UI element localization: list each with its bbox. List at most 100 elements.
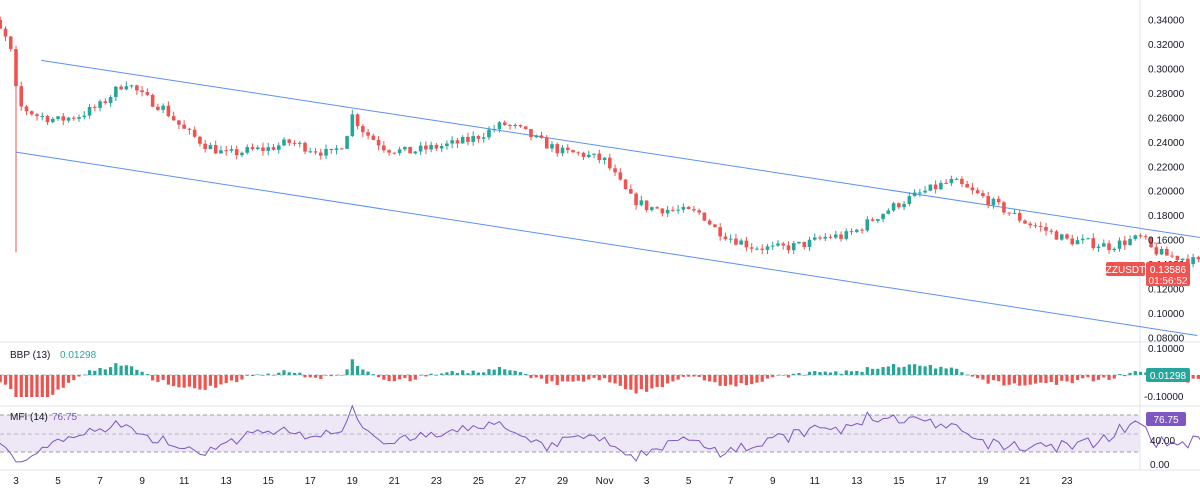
bbp-bar bbox=[949, 367, 953, 375]
bbp-bar bbox=[718, 375, 722, 386]
bbp-bar bbox=[324, 375, 328, 376]
candle-body bbox=[539, 135, 544, 138]
bbp-bar bbox=[1044, 375, 1048, 384]
bbp-bar bbox=[681, 375, 685, 377]
bbp-bar bbox=[928, 364, 932, 375]
bbp-bar bbox=[1039, 375, 1043, 383]
candle-body bbox=[8, 36, 13, 50]
candle-body bbox=[1038, 226, 1043, 228]
bbp-bar bbox=[823, 371, 827, 375]
candle-body bbox=[376, 139, 381, 146]
bbp-bar bbox=[51, 375, 55, 395]
bbp-tick-bottom: -0.10000 bbox=[1144, 392, 1184, 403]
candle-body bbox=[187, 128, 192, 130]
candlestick-series[interactable] bbox=[0, 0, 1200, 303]
bbp-bar bbox=[865, 367, 869, 375]
candle-body bbox=[1191, 257, 1195, 265]
candle-body bbox=[334, 148, 339, 151]
candle-body bbox=[56, 116, 60, 119]
bbp-bar bbox=[424, 375, 428, 377]
candle-body bbox=[949, 179, 954, 184]
bbp-bar bbox=[744, 375, 749, 386]
candle-body bbox=[1138, 235, 1143, 237]
bbp-bar bbox=[250, 375, 255, 376]
candle-body bbox=[918, 192, 922, 194]
candle-body bbox=[823, 236, 828, 239]
price-tick: 0.24000 bbox=[1148, 138, 1185, 149]
bbp-bar bbox=[61, 375, 65, 388]
candle-body bbox=[1044, 227, 1048, 231]
candle-body bbox=[996, 198, 1001, 203]
candle-body bbox=[429, 144, 433, 150]
bbp-bar bbox=[182, 375, 186, 388]
candle-body bbox=[1086, 238, 1090, 240]
bbp-bar bbox=[650, 375, 654, 389]
bbp-bar bbox=[166, 375, 170, 385]
candle-body bbox=[508, 124, 512, 126]
bbp-bar bbox=[445, 372, 449, 375]
time-axis[interactable]: 3 5 7 9 11 13 15 17 19 21 23 25 27 29 Nov 3 5 7 9 11 13 15 17 1… bbox=[13, 476, 1073, 487]
bbp-bar bbox=[834, 371, 838, 375]
candle-body bbox=[50, 118, 55, 123]
candle-body bbox=[644, 200, 649, 211]
bbp-bar bbox=[913, 364, 917, 375]
bbp-bar bbox=[398, 375, 402, 380]
bbp-bar bbox=[282, 370, 286, 375]
candle-body bbox=[1023, 220, 1027, 224]
mfi-value-tag-bg bbox=[1146, 412, 1186, 426]
bbp-bar bbox=[9, 375, 13, 390]
bbp-pane[interactable]: BBP (13) 0.01298 0.10000 -0.10000 0.0129… bbox=[0, 344, 1200, 403]
bbp-bar bbox=[760, 375, 764, 382]
candle-body bbox=[0, 19, 3, 29]
trend-line-upper bbox=[41, 59, 1200, 238]
bbp-bar bbox=[224, 375, 228, 384]
candle-body bbox=[224, 150, 228, 152]
bbp-bar bbox=[629, 375, 633, 390]
time-tick: 3 bbox=[13, 476, 19, 487]
time-tick: 5 bbox=[686, 476, 692, 487]
bbp-bar bbox=[939, 366, 943, 375]
candle-body bbox=[902, 203, 906, 208]
candle-body bbox=[970, 187, 975, 191]
bbp-bar bbox=[1002, 375, 1006, 386]
trend-channel[interactable] bbox=[15, 59, 1200, 337]
time-tick: 29 bbox=[557, 476, 569, 487]
bbp-bar bbox=[566, 375, 570, 382]
candle-body bbox=[72, 117, 76, 119]
bbp-bar bbox=[66, 375, 71, 383]
mfi-pane[interactable]: MFI (14) 76.75 40.00 0.00 76.75 bbox=[0, 404, 1200, 471]
price-axis[interactable]: 0.34000 0.32000 0.30000 0.28000 0.26000 0.240… bbox=[1148, 16, 1185, 345]
candle-body bbox=[340, 148, 344, 150]
price-pane[interactable] bbox=[0, 0, 1200, 337]
bbp-bar bbox=[313, 375, 318, 378]
candle-body bbox=[182, 124, 186, 129]
candle-body bbox=[119, 86, 123, 90]
bbp-bar bbox=[702, 375, 707, 381]
bbp-bar bbox=[771, 375, 775, 378]
candle-body bbox=[650, 207, 654, 211]
candle-body bbox=[781, 243, 786, 246]
bbp-bar bbox=[1054, 375, 1059, 385]
time-tick: 3 bbox=[644, 476, 650, 487]
bbp-bar bbox=[0, 375, 2, 383]
bbp-bar bbox=[781, 375, 785, 376]
candle-body bbox=[297, 142, 302, 144]
bbp-bar bbox=[776, 375, 780, 376]
candle-body bbox=[818, 237, 822, 239]
bbp-bar bbox=[203, 375, 207, 390]
candle-body bbox=[897, 203, 901, 208]
candle-body bbox=[1180, 258, 1185, 261]
bbp-bar bbox=[198, 375, 202, 390]
bbp-bar bbox=[750, 375, 754, 385]
bbp-bar bbox=[82, 374, 86, 376]
candle-body bbox=[492, 129, 497, 131]
candle-body bbox=[891, 203, 896, 211]
candle-body bbox=[1170, 255, 1174, 257]
bbp-bar bbox=[918, 365, 922, 375]
candle-body bbox=[833, 234, 838, 238]
candle-body bbox=[14, 49, 18, 87]
bbp-bar bbox=[534, 375, 538, 378]
bbp-bar bbox=[1081, 375, 1085, 379]
bbp-tick-top: 0.10000 bbox=[1148, 344, 1185, 355]
